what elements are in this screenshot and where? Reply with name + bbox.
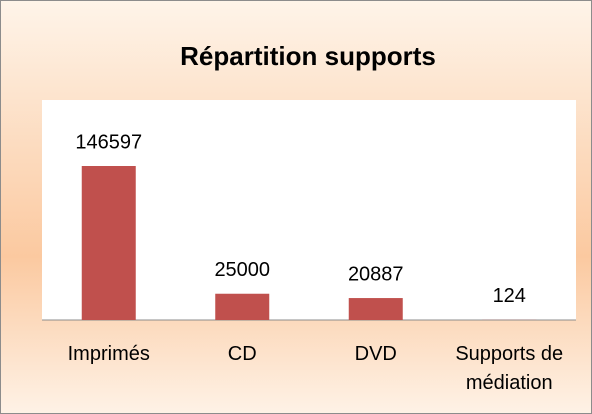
x-tick-label: Supports de médiation <box>455 343 564 394</box>
x-tick-label: DVD <box>354 343 397 365</box>
bar <box>81 166 136 320</box>
data-label: 124 <box>493 285 526 307</box>
bar <box>348 298 403 320</box>
chart-title: Répartition supports <box>180 41 436 71</box>
data-label: 25000 <box>214 259 270 281</box>
bar <box>215 293 270 320</box>
x-tick-label: Imprimés <box>67 343 150 365</box>
data-label: 146597 <box>75 131 142 153</box>
data-label: 20887 <box>348 263 404 285</box>
x-tick-label: CD <box>227 343 257 365</box>
